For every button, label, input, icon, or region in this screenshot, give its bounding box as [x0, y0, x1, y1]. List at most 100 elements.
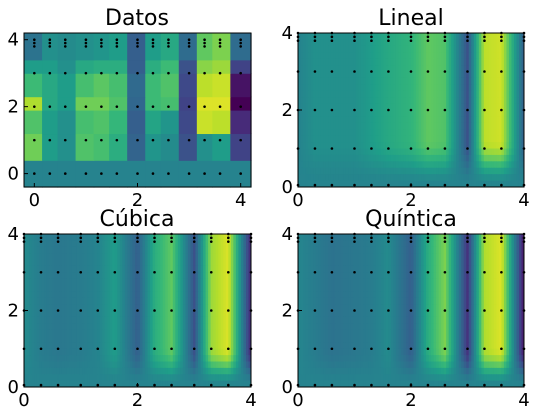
- heatmap-cell: [488, 45, 492, 53]
- heatmap-cell: [76, 246, 80, 254]
- heatmap-cell: [403, 58, 407, 66]
- heatmap-cell: [518, 58, 522, 66]
- heatmap-cell: [503, 180, 507, 188]
- heatmap-cell: [117, 297, 121, 305]
- heatmap-cell: [122, 253, 126, 261]
- heatmap-cell: [496, 154, 500, 162]
- heatmap-cell: [213, 297, 217, 305]
- heatmap-cell: [458, 161, 462, 169]
- heatmap-cell: [147, 265, 151, 273]
- heatmap-cell: [516, 84, 520, 92]
- heatmap-cell: [423, 58, 427, 66]
- sample-point: [56, 240, 60, 243]
- heatmap-cell: [473, 180, 477, 188]
- heatmap-cell: [421, 97, 425, 105]
- heatmap-cell: [481, 142, 485, 149]
- heatmap-cell: [353, 142, 357, 149]
- sample-point: [96, 309, 100, 312]
- heatmap-cell: [94, 348, 98, 356]
- heatmap-cell: [76, 336, 80, 343]
- sample-point: [218, 172, 222, 175]
- heatmap-cell: [200, 259, 204, 267]
- heatmap-cell: [345, 148, 349, 156]
- heatmap-cell: [315, 58, 319, 66]
- heatmap-cell: [218, 348, 222, 356]
- heatmap-cell: [325, 65, 329, 72]
- heatmap-cell: [436, 65, 440, 72]
- heatmap-cell: [165, 240, 169, 248]
- heatmap-cell: [368, 180, 372, 188]
- heatmap-cell: [29, 234, 33, 241]
- heatmap-cell: [466, 129, 470, 137]
- heatmap-cell: [310, 240, 314, 248]
- heatmap-cell: [418, 167, 422, 175]
- heatmap-cell: [42, 59, 59, 74]
- heatmap-cell: [473, 103, 477, 111]
- heatmap-cell: [205, 278, 209, 286]
- heatmap-cell: [198, 316, 202, 324]
- heatmap-cell: [385, 84, 389, 92]
- heatmap-cell: [160, 374, 164, 382]
- sample-point: [136, 41, 139, 45]
- heatmap-cell: [513, 135, 517, 143]
- heatmap-cell: [506, 116, 510, 124]
- heatmap-cell: [463, 84, 467, 92]
- x-tick-label: 2: [132, 390, 143, 411]
- heatmap-cell: [39, 265, 43, 273]
- heatmap-cell: [178, 96, 198, 111]
- heatmap-cell: [511, 84, 515, 92]
- heatmap-cell: [413, 71, 417, 79]
- heatmap-cell: [398, 161, 402, 169]
- heatmap-cell: [200, 265, 204, 273]
- heatmap-cell: [119, 285, 123, 292]
- heatmap-cell: [46, 329, 50, 337]
- heatmap-cell: [345, 33, 349, 40]
- heatmap-cell: [448, 246, 452, 254]
- heatmap-cell: [24, 291, 28, 299]
- heatmap-cell: [388, 110, 392, 117]
- heatmap-cell: [355, 45, 359, 53]
- heatmap-cell: [315, 97, 319, 105]
- heatmap-cell: [318, 148, 322, 156]
- heatmap-cell: [185, 355, 189, 363]
- heatmap-cell: [323, 33, 327, 40]
- heatmap-cell: [360, 103, 364, 111]
- heatmap-cell: [26, 234, 30, 241]
- heatmap-cell: [513, 58, 517, 66]
- heatmap-cell: [330, 129, 334, 137]
- heatmap-cell: [82, 246, 86, 254]
- heatmap-cell: [29, 361, 33, 369]
- heatmap-cell: [49, 304, 53, 312]
- heatmap-cell: [122, 380, 126, 388]
- heatmap-cell: [89, 259, 93, 267]
- heatmap-cell: [102, 342, 106, 350]
- heatmap-cell: [488, 180, 492, 188]
- heatmap-cell: [400, 142, 404, 149]
- heatmap-cell: [368, 161, 372, 169]
- heatmap-cell: [320, 116, 324, 124]
- x-tick-label: 0: [18, 390, 29, 411]
- heatmap-cell: [398, 122, 402, 130]
- heatmap-cell: [160, 297, 164, 305]
- heatmap-cell: [228, 342, 232, 350]
- heatmap-cell: [466, 65, 470, 72]
- heatmap-cell: [521, 77, 525, 85]
- heatmap-cell: [175, 329, 179, 337]
- heatmap-cell: [468, 90, 472, 98]
- sample-point: [483, 147, 486, 150]
- heatmap-cell: [413, 97, 417, 105]
- heatmap-cell: [446, 167, 450, 175]
- sample-point: [313, 147, 317, 150]
- heatmap-cell: [69, 246, 73, 254]
- heatmap-cell: [157, 285, 161, 292]
- heatmap-cell: [140, 265, 144, 273]
- heatmap-cell: [122, 355, 126, 363]
- heatmap-cell: [203, 246, 207, 254]
- heatmap-cell: [518, 142, 522, 149]
- heatmap-cell: [92, 291, 96, 299]
- heatmap-cell: [503, 58, 507, 66]
- heatmap-cell: [172, 361, 176, 369]
- heatmap-cell: [373, 174, 377, 182]
- heatmap-cell: [491, 103, 495, 111]
- heatmap-cell: [61, 380, 65, 388]
